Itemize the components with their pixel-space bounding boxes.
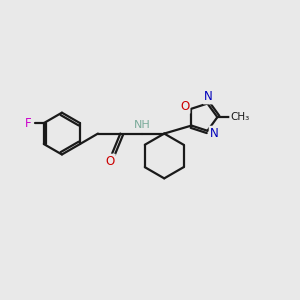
Text: N: N (210, 127, 218, 140)
Text: N: N (204, 91, 212, 103)
Text: O: O (106, 154, 115, 167)
Text: NH: NH (134, 120, 151, 130)
Text: F: F (25, 117, 32, 130)
Text: O: O (180, 100, 190, 113)
Text: CH₃: CH₃ (230, 112, 249, 122)
